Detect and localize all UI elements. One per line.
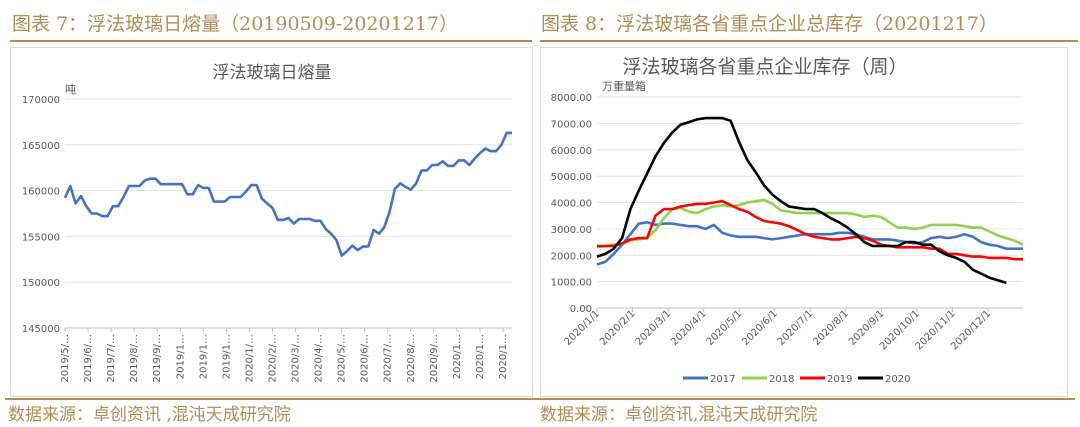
x-tick-label: 2019/9/… xyxy=(152,334,163,383)
y-tick-label: 6000.00 xyxy=(551,146,592,157)
y-tick-label: 1000.00 xyxy=(551,278,592,289)
left-figure-header: 图表 7：浮法玻璃日熔量（20190509-20201217） xyxy=(12,13,458,35)
y-tick-label: 7000.00 xyxy=(551,119,592,130)
y-tick-label: 160000 xyxy=(22,187,60,198)
y-tick-label: 5000.00 xyxy=(551,172,592,183)
y-axis-unit: 吨 xyxy=(65,83,76,96)
legend-item-2018: 2018 xyxy=(742,374,794,385)
right-chart-frame xyxy=(540,47,1068,397)
y-tick-label: 8000.00 xyxy=(551,93,592,104)
legend-label: 2018 xyxy=(769,374,794,385)
x-tick-label: 2019/5/… xyxy=(60,334,71,383)
x-tick-label: 2020/2/… xyxy=(267,334,278,383)
y-tick-label: 2000.00 xyxy=(551,251,592,262)
legend-label: 2020 xyxy=(885,374,910,385)
x-tick-label: 2020/1/… xyxy=(244,334,255,383)
chart-title: 浮法玻璃日熔量 xyxy=(213,63,332,83)
left-chart-frame xyxy=(10,47,533,397)
x-tick-label: 2020/9/… xyxy=(429,334,440,383)
legend-label: 2017 xyxy=(710,374,735,385)
daily-melt-chart: 浮法玻璃日熔量 吨 145000 150000 155000 160000 165000… xyxy=(22,63,512,383)
x-tick-label: 2020/4/… xyxy=(314,334,325,383)
footer-rule xyxy=(5,398,1075,400)
x-tick-label: 2020/1… xyxy=(475,334,486,379)
series-line-2018 xyxy=(596,198,1024,249)
series-line-2019 xyxy=(597,199,1023,261)
x-tick-label: 2019/6/… xyxy=(83,334,94,383)
x-tick-label: 2020/6/… xyxy=(360,334,371,383)
legend-item-2020: 2020 xyxy=(858,374,910,385)
x-tick-label: 2019/8/… xyxy=(129,334,140,383)
y-tick-label: 0.00 xyxy=(570,304,592,315)
y-axis-unit: 万重量箱 xyxy=(602,79,646,93)
series-line-2020 xyxy=(596,116,1007,285)
y-tick-label: 150000 xyxy=(22,278,60,289)
right-header-rule xyxy=(540,40,1078,42)
legend-item-2017: 2017 xyxy=(683,374,735,385)
x-tick-label: 2020/1… xyxy=(452,334,463,379)
x-tick-label: 2020/7/… xyxy=(383,334,394,383)
x-tick-label: 2020/3/… xyxy=(291,334,302,383)
y-tick-label: 155000 xyxy=(22,232,60,243)
right-source-note: 数据来源：卓创资讯,混沌天成研究院 xyxy=(540,405,817,425)
x-tick-label: 2019/1… xyxy=(221,334,232,379)
x-tick-label: 2019/7/… xyxy=(106,334,117,383)
y-tick-label: 165000 xyxy=(22,141,60,152)
x-tick-label: 2020/8/… xyxy=(406,334,417,383)
right-figure-header: 图表 8：浮法玻璃各省重点企业总库存（20201217） xyxy=(541,13,998,35)
y-tick-label: 145000 xyxy=(22,324,60,335)
y-tick-label: 3000.00 xyxy=(551,225,592,236)
legend-label: 2019 xyxy=(827,374,852,385)
left-header-rule xyxy=(10,40,532,42)
series-line-daily-melt xyxy=(63,131,512,257)
y-tick-label: 170000 xyxy=(22,95,60,106)
left-source-note: 数据来源：卓创资讯 ,混沌天成研究院 xyxy=(8,405,291,425)
x-tick-label: 2020/5/… xyxy=(337,334,348,383)
x-tick-label: 2019/1… xyxy=(198,334,209,379)
y-tick-label: 4000.00 xyxy=(551,199,592,210)
x-tick-label: 2019/1… xyxy=(175,334,186,379)
chart-title: 浮法玻璃各省重点企业库存（周） xyxy=(622,56,907,78)
legend-item-2019: 2019 xyxy=(800,374,852,385)
x-tick-label: 2020/1… xyxy=(498,334,509,379)
